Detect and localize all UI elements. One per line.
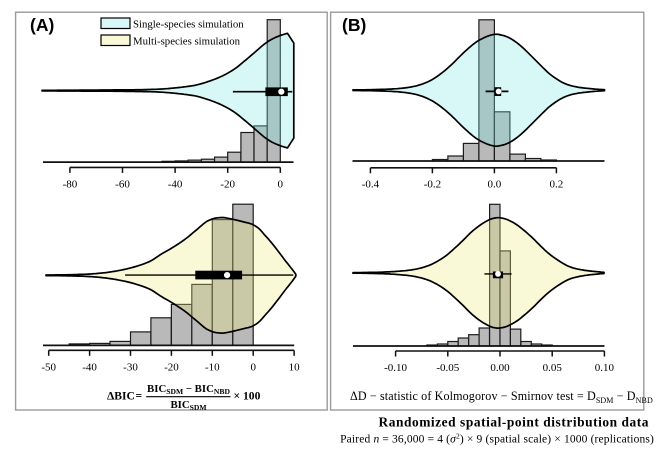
svg-text:0: 0 — [278, 179, 284, 191]
svg-text:× 100: × 100 — [234, 389, 261, 402]
svg-text:-0.2: -0.2 — [424, 179, 441, 191]
svg-text:BICSDM − BICNBD: BICSDM − BICNBD — [147, 383, 230, 396]
svg-text:ΔD − statistic of Kolmogorov −: ΔD − statistic of Kolmogorov − Smirnov t… — [350, 389, 653, 405]
svg-text:-10: -10 — [205, 362, 220, 374]
svg-text:0: 0 — [250, 362, 256, 374]
svg-text:-40: -40 — [168, 179, 183, 191]
svg-text:(B): (B) — [342, 15, 366, 35]
svg-text:Randomized spatial-point distr: Randomized spatial-point distribution da… — [379, 415, 650, 430]
svg-text:-60: -60 — [115, 179, 130, 191]
svg-text:-80: -80 — [63, 179, 78, 191]
svg-text:0.2: 0.2 — [550, 179, 564, 191]
svg-text:ΔBIC: ΔBIC — [107, 389, 135, 402]
svg-text:(A): (A) — [30, 15, 54, 35]
svg-text:-0.05: -0.05 — [436, 362, 459, 374]
svg-text:=: = — [136, 389, 143, 402]
svg-text:-50: -50 — [41, 362, 56, 374]
svg-text:-20: -20 — [220, 179, 235, 191]
svg-text:0.0: 0.0 — [488, 179, 502, 191]
svg-text:Multi-species simulation: Multi-species simulation — [133, 36, 241, 48]
svg-text:-40: -40 — [82, 362, 97, 374]
svg-text:-30: -30 — [123, 362, 138, 374]
svg-text:-20: -20 — [164, 362, 179, 374]
svg-text:Paired n = 36,000 = 4 (σ2) × 9: Paired n = 36,000 = 4 (σ2) × 9 (spatial … — [340, 432, 654, 446]
svg-text:0.05: 0.05 — [543, 362, 563, 374]
svg-text:-0.10: -0.10 — [384, 362, 407, 374]
svg-text:Single-species simulation: Single-species simulation — [133, 19, 244, 31]
svg-text:BICSDM: BICSDM — [170, 399, 206, 412]
svg-text:0.10: 0.10 — [595, 362, 615, 374]
svg-text:10: 10 — [289, 362, 301, 374]
svg-text:0.00: 0.00 — [490, 362, 510, 374]
svg-text:-0.4: -0.4 — [362, 179, 380, 191]
